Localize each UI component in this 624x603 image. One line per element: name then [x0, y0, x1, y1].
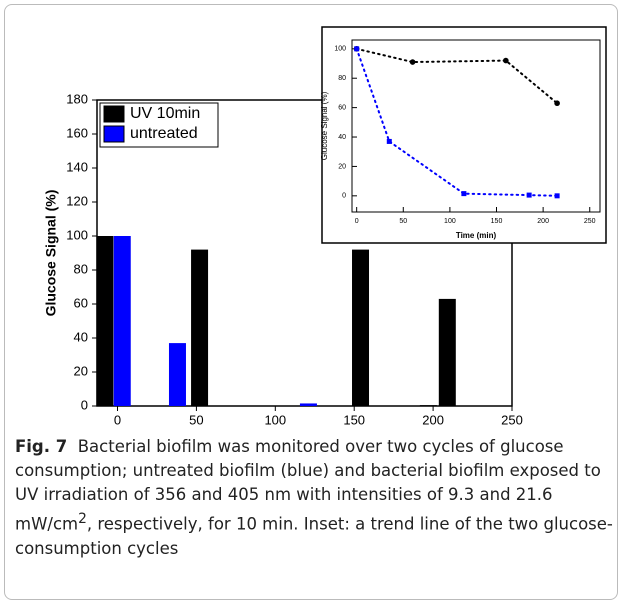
figure-frame — [4, 4, 618, 600]
x-tick-label: 100 — [264, 412, 286, 427]
y-tick-label: 0 — [81, 397, 88, 412]
legend-swatch — [103, 125, 125, 143]
caption-sup: 2 — [78, 511, 87, 527]
point — [554, 193, 560, 199]
x-tick-label: 50 — [189, 412, 203, 427]
legend-swatch — [103, 105, 125, 123]
point — [461, 191, 467, 197]
y-tick-label: 160 — [66, 125, 88, 140]
point — [409, 59, 416, 65]
x-tick-label: 50 — [399, 218, 407, 225]
y-tick-label: 80 — [338, 75, 346, 82]
y-tick-label: 0 — [342, 193, 346, 200]
y-tick-label: 80 — [74, 261, 88, 276]
y-tick-label: 100 — [66, 227, 88, 242]
x-tick-label: 250 — [501, 412, 523, 427]
x-tick-label: 0 — [114, 412, 121, 427]
plot-frame — [351, 39, 601, 213]
x-tick-label: 150 — [343, 412, 365, 427]
caption-text: Bacterial biofilm was monitored over two… — [15, 437, 601, 534]
inset-frame — [321, 26, 607, 244]
x-tick-label: 150 — [491, 218, 503, 225]
y-tick-label: 140 — [66, 159, 88, 174]
point — [503, 57, 509, 64]
legend-label: untreated — [130, 125, 198, 142]
point — [386, 138, 392, 144]
bar — [113, 236, 131, 406]
y-tick-label: 60 — [338, 104, 346, 111]
y-axis-label: Glucose Signal (%) — [320, 91, 329, 160]
bar — [299, 403, 317, 406]
y-tick-label: 20 — [74, 363, 88, 378]
trend-line — [355, 47, 559, 105]
y-tick-label: 120 — [66, 193, 88, 208]
bar — [438, 298, 456, 406]
x-tick-label: 0 — [355, 218, 359, 225]
point — [554, 100, 560, 107]
bar — [191, 249, 209, 406]
bar — [96, 236, 114, 406]
y-tick-label: 40 — [74, 329, 88, 344]
point — [354, 46, 360, 52]
bar — [352, 249, 370, 406]
x-axis-label: Time (min) — [456, 231, 497, 240]
bar — [419, 405, 437, 406]
legend-label: UV 10min — [130, 105, 200, 122]
x-tick-label: 100 — [444, 218, 456, 225]
caption-text: , respectively, for 10 min. Inset: a tre… — [15, 514, 613, 558]
caption: Fig. 7 Bacterial biofilm was monitored o… — [15, 435, 615, 561]
y-axis-label: Glucose Signal (%) — [43, 190, 59, 317]
x-tick-label: 200 — [422, 412, 444, 427]
caption-label: Fig. 7 — [15, 437, 68, 456]
bar — [168, 343, 186, 406]
y-tick-label: 100 — [334, 46, 346, 53]
y-tick-label: 60 — [74, 295, 88, 310]
chart: 050100150200250020406080100120140160180T… — [43, 26, 607, 427]
y-tick-label: 20 — [338, 163, 346, 170]
x-tick-label: 250 — [584, 218, 596, 225]
y-tick-label: 180 — [66, 91, 88, 106]
x-tick-label: 200 — [537, 218, 549, 225]
y-tick-label: 40 — [338, 134, 346, 141]
point — [526, 192, 532, 198]
